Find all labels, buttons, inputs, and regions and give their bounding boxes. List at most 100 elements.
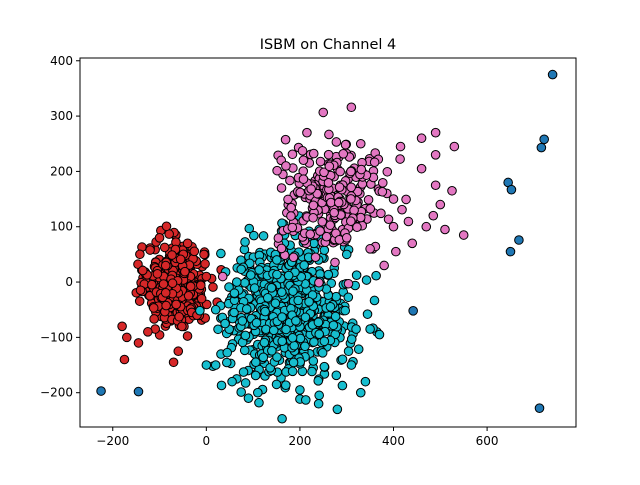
scatter-point [174, 311, 184, 322]
scatter-point [189, 246, 200, 257]
scatter-point [277, 312, 287, 322]
scatter-point [346, 360, 357, 370]
scatter-point [173, 346, 184, 357]
y-tick-label: 400 [50, 54, 73, 68]
scatter-point [291, 316, 301, 326]
scatter-point [261, 324, 271, 335]
scatter-point [143, 327, 153, 337]
scatter-point [324, 161, 335, 172]
scatter-point [281, 380, 291, 390]
scatter-point [177, 321, 187, 332]
scatter-point [229, 288, 240, 298]
scatter-point [309, 337, 319, 347]
scatter-point [314, 390, 324, 401]
scatter-point [346, 194, 356, 204]
scatter-point [152, 268, 163, 279]
scatter-point [119, 354, 130, 365]
scatter-point [343, 292, 354, 303]
scatter-point [401, 194, 411, 205]
scatter-point [133, 259, 143, 270]
x-tick-label: 400 [382, 434, 405, 448]
scatter-point [240, 237, 250, 247]
scatter-point [374, 329, 385, 340]
y-axis: −200 −100 0 100 200 300 400 [40, 54, 80, 400]
scatter-point [325, 302, 336, 312]
y-tick-label: 200 [50, 164, 73, 178]
scatter-point [167, 278, 178, 289]
scatter-point [300, 395, 311, 405]
scatter-point [286, 211, 296, 221]
scatter-point [148, 303, 159, 313]
scatter-point [133, 338, 144, 348]
scatter-point [421, 221, 432, 232]
scatter-point [536, 142, 547, 153]
scatter-point [435, 199, 446, 210]
scatter-point [182, 331, 193, 341]
scatter-point [403, 216, 414, 227]
scatter-point [182, 238, 193, 249]
scatter-point [272, 165, 282, 176]
scatter-point [135, 249, 145, 260]
scatter-point [217, 271, 228, 282]
scatter-point [293, 295, 303, 306]
scatter-point [341, 233, 352, 243]
scatter-point [250, 370, 261, 381]
scatter-point [430, 180, 441, 191]
points-layer [96, 69, 558, 424]
scatter-point [221, 357, 232, 368]
scatter-point [135, 285, 146, 296]
scatter-point [355, 212, 366, 223]
scatter-point [288, 252, 299, 263]
scatter-point [377, 186, 388, 197]
y-tick-label: 300 [50, 109, 73, 123]
scatter-point [331, 291, 341, 302]
y-tick-label: 0 [65, 275, 73, 289]
scatter-point [240, 278, 250, 288]
scatter-point [353, 344, 364, 355]
x-tick-label: 600 [476, 434, 499, 448]
scatter-point [430, 127, 441, 138]
scatter-point [369, 157, 380, 168]
scatter-point [222, 347, 233, 358]
scatter-point [331, 370, 342, 381]
scatter-point [329, 207, 339, 218]
scatter-point [285, 175, 295, 186]
scatter-point [195, 305, 205, 316]
scatter-point [121, 332, 132, 343]
scatter-point [313, 398, 324, 409]
scatter-point [346, 182, 357, 193]
scatter-point [313, 317, 324, 328]
scatter-point [297, 146, 308, 156]
scatter-point [317, 216, 328, 227]
scatter-point [361, 275, 372, 285]
scatter-point [137, 265, 148, 276]
scatter-point [317, 348, 328, 358]
scatter-point [133, 386, 144, 397]
scatter-point [382, 166, 393, 177]
scatter-point [371, 270, 381, 281]
scatter-point [330, 257, 340, 268]
scatter-point [258, 231, 269, 241]
scatter-point [171, 299, 182, 310]
scatter-point [287, 222, 298, 233]
scatter-point [351, 270, 362, 280]
scatter-point [168, 357, 179, 368]
scatter-point [416, 133, 427, 144]
scatter-point [288, 286, 298, 296]
scatter-point [356, 164, 367, 175]
scatter-point [208, 282, 218, 292]
scatter-point [260, 306, 270, 317]
scatter-point [236, 264, 246, 275]
scatter-point [296, 271, 307, 282]
scatter-point [539, 134, 549, 145]
scatter-point [447, 185, 457, 196]
scatter-point [276, 243, 287, 254]
scatter-point [304, 297, 314, 307]
scatter-point [271, 379, 282, 390]
scatter-point [210, 360, 221, 370]
scatter-point [216, 248, 226, 259]
scatter-point [243, 393, 254, 404]
scatter-point [505, 246, 516, 257]
scatter-point [220, 318, 230, 329]
